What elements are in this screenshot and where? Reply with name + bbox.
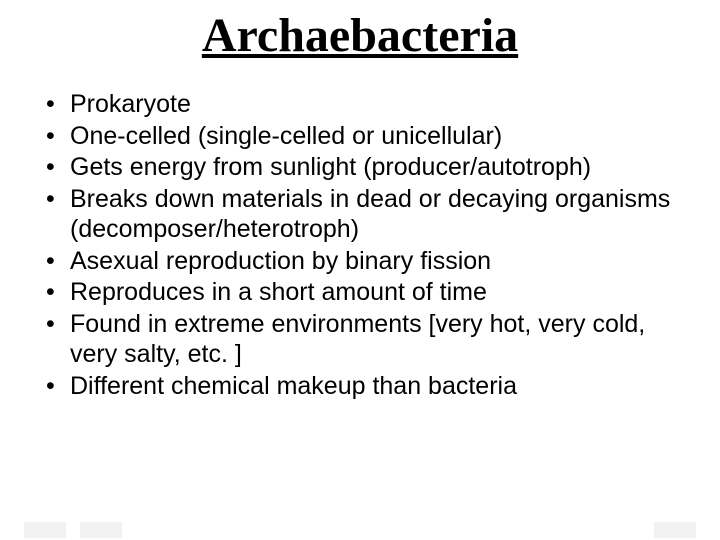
footer-block [80,522,122,538]
slide-container: Archaebacteria Prokaryote One-celled (si… [0,0,720,540]
footer-block [24,522,66,538]
list-item: Found in extreme environments [very hot,… [40,309,684,370]
list-item: One-celled (single-celled or unicellular… [40,121,684,152]
list-item: Breaks down materials in dead or decayin… [40,184,684,245]
list-item: Reproduces in a short amount of time [40,277,684,308]
list-item: Asexual reproduction by binary fission [40,246,684,277]
bullet-list: Prokaryote One-celled (single-celled or … [36,89,684,401]
list-item: Prokaryote [40,89,684,120]
footer-placeholder-group [0,520,720,540]
list-item: Different chemical makeup than bacteria [40,371,684,402]
footer-block [654,522,696,538]
list-item: Gets energy from sunlight (producer/auto… [40,152,684,183]
slide-title: Archaebacteria [36,8,684,63]
